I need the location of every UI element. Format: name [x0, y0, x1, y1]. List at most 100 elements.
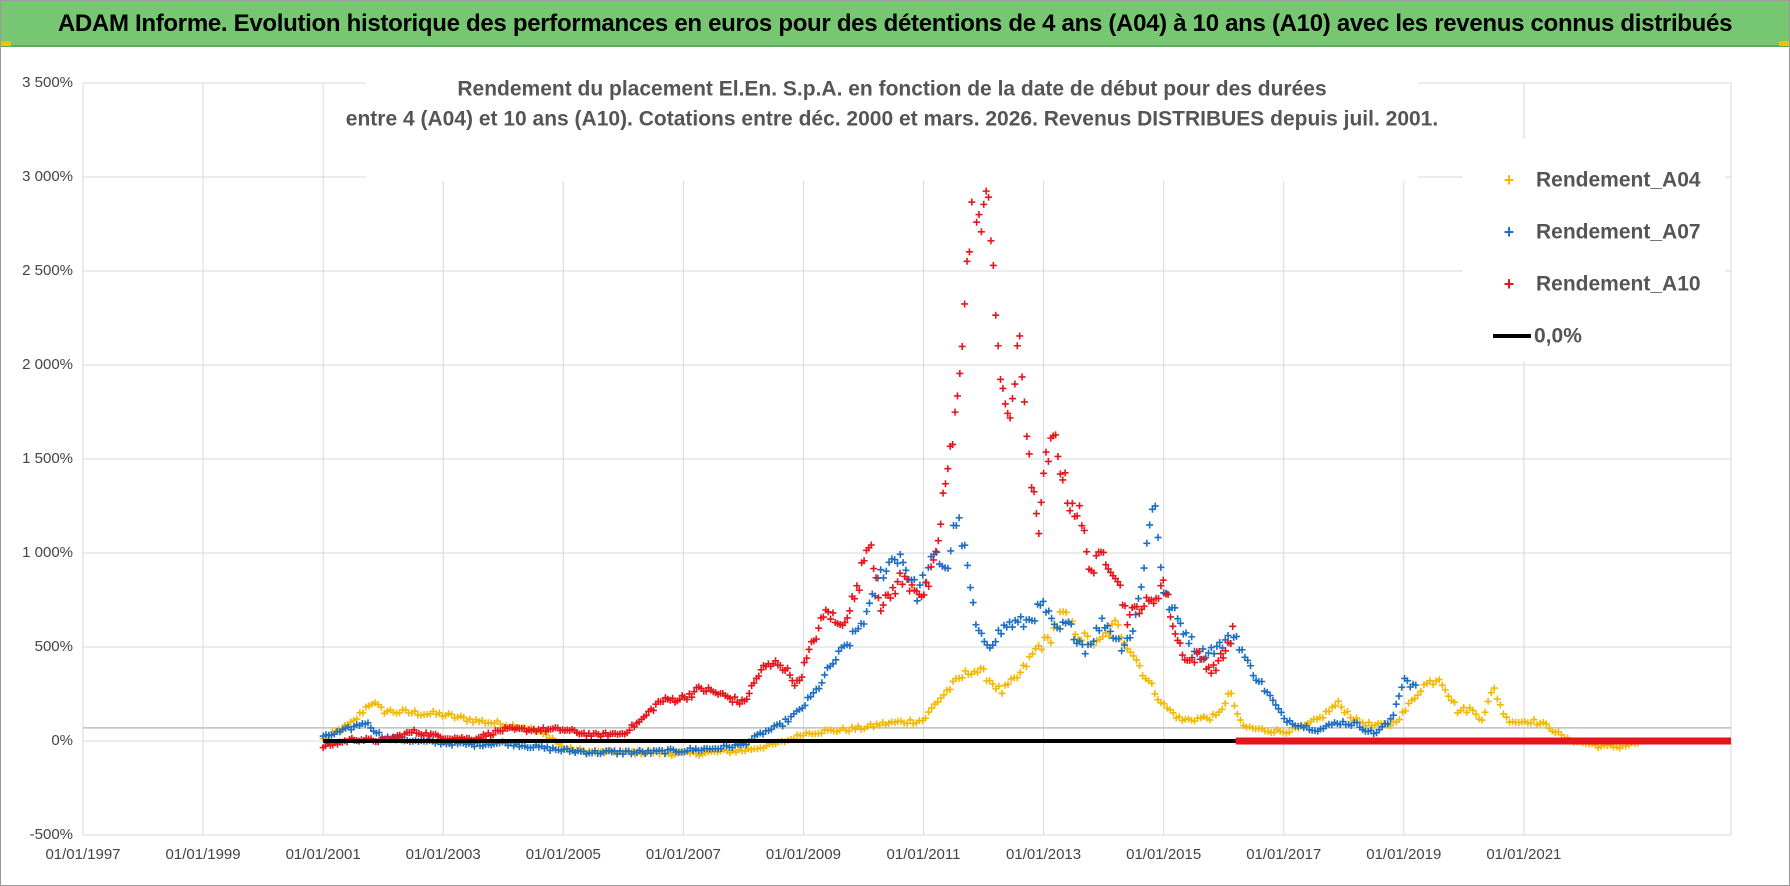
series-a07-point	[969, 599, 977, 607]
series-a10-point	[1025, 450, 1033, 458]
series-a04-point	[1542, 720, 1550, 728]
x-tick-label: 01/01/2001	[286, 846, 361, 863]
series-a10-point	[1099, 548, 1107, 556]
series-a10-point	[1157, 582, 1165, 590]
series-a04-point	[1469, 706, 1477, 714]
series-a07-point	[992, 638, 1000, 646]
series-a10-point	[886, 594, 894, 602]
series-a10-point	[772, 657, 780, 665]
series-a07-point	[1070, 636, 1078, 644]
series-a10-point	[992, 311, 1000, 319]
series-a04-point	[1435, 676, 1443, 684]
series-a07-point	[1036, 601, 1044, 609]
series-a04-point	[1004, 680, 1012, 688]
series-a07-point	[1008, 623, 1016, 631]
series-a10-point	[683, 695, 691, 703]
series-a10-point	[1214, 657, 1222, 665]
series-a10-point	[985, 193, 993, 201]
series-a07-point	[1039, 597, 1047, 605]
series-a04-point	[1062, 608, 1070, 616]
series-a10-point	[1054, 452, 1062, 460]
series-a10-point	[827, 615, 835, 623]
series-a10-point	[1188, 654, 1196, 662]
series-a10-point	[920, 591, 928, 599]
series-a04-point	[1126, 648, 1134, 656]
series-a04-point	[1463, 708, 1471, 716]
series-a07-point	[807, 693, 815, 701]
series-a07-point	[832, 656, 840, 664]
series-a07-point	[1098, 614, 1106, 622]
series-layer	[319, 161, 1731, 760]
series-a10-point	[690, 688, 698, 696]
series-a04-point	[1111, 617, 1119, 625]
series-a10-point	[1159, 576, 1167, 584]
series-a10-point	[755, 672, 763, 680]
series-a04-point	[1071, 630, 1079, 638]
series-a04-point	[934, 698, 942, 706]
series-a07-point	[801, 701, 809, 709]
series-a10-point	[843, 614, 851, 622]
series-a10-point	[956, 369, 964, 377]
x-tick-label: 01/01/2007	[646, 846, 721, 863]
series-a04-point	[1169, 709, 1177, 717]
series-a07-point	[1140, 564, 1148, 572]
series-a10-point	[731, 693, 739, 701]
series-a10-point	[1219, 654, 1227, 662]
series-a07-point	[1392, 700, 1400, 708]
series-a10-point	[1229, 622, 1237, 630]
series-a07-point	[1277, 708, 1285, 716]
series-a10-point	[1028, 484, 1036, 492]
series-a07-point	[919, 571, 927, 579]
series-a04-point	[1395, 716, 1403, 724]
series-a04-point	[1530, 716, 1538, 724]
series-a10-point	[1135, 610, 1143, 618]
series-a10-point	[1001, 400, 1009, 408]
series-a10-point	[1133, 603, 1141, 611]
series-a04-point	[1411, 695, 1419, 703]
series-a07-point	[1403, 677, 1411, 685]
series-a10-point	[853, 582, 861, 590]
series-a07-point	[1182, 629, 1190, 637]
series-a10-point	[930, 556, 938, 564]
y-tick-label: 0%	[51, 732, 73, 749]
series-a10-point	[963, 257, 971, 265]
series-a10-point	[841, 618, 849, 626]
axes: 3 500% 3 000% 2 500% 2 000% 1 500% 1 000% 500%…	[22, 74, 1731, 863]
series-a04-point	[1502, 713, 1510, 721]
series-a07-point	[944, 564, 952, 572]
series-a10-point	[968, 198, 976, 206]
legend-marker-a04: +	[1504, 170, 1515, 190]
series-a07-point	[902, 566, 910, 574]
series-a07-point	[1224, 632, 1232, 640]
series-a10-point	[791, 682, 799, 690]
series-a07-point	[1126, 634, 1134, 642]
series-a04-point	[998, 689, 1006, 697]
series-a10-point	[829, 609, 837, 617]
series-a10-point	[1016, 332, 1024, 340]
series-a04-point	[1472, 710, 1480, 718]
series-a10-point	[889, 584, 897, 592]
series-a10-point	[982, 187, 990, 195]
series-a10-point	[922, 578, 930, 586]
series-a07-point	[1146, 521, 1154, 529]
series-a07-point	[947, 547, 955, 555]
series-a10-point	[1073, 512, 1081, 520]
series-a10-point	[642, 711, 650, 719]
series-a10-point	[812, 635, 820, 643]
series-a04-point	[1148, 679, 1156, 687]
legend-label-a10: Rendement_A10	[1536, 273, 1701, 296]
series-a07-point	[1006, 618, 1014, 626]
header-title: ADAM Informe. Evolution historique des p…	[57, 10, 1733, 37]
series-a04-point	[906, 716, 914, 724]
series-a10-point	[1044, 457, 1052, 465]
series-a10-point	[1061, 469, 1069, 477]
series-a10-point	[932, 547, 940, 555]
x-tick-label: 01/01/2019	[1366, 846, 1441, 863]
legend-item-zero: 0,0%	[1493, 325, 1582, 348]
series-a10-point	[898, 580, 906, 588]
series-a10-point	[1004, 409, 1012, 417]
series-a10-point	[1164, 591, 1172, 599]
series-a10-point	[949, 440, 957, 448]
series-a10-point	[896, 569, 904, 577]
